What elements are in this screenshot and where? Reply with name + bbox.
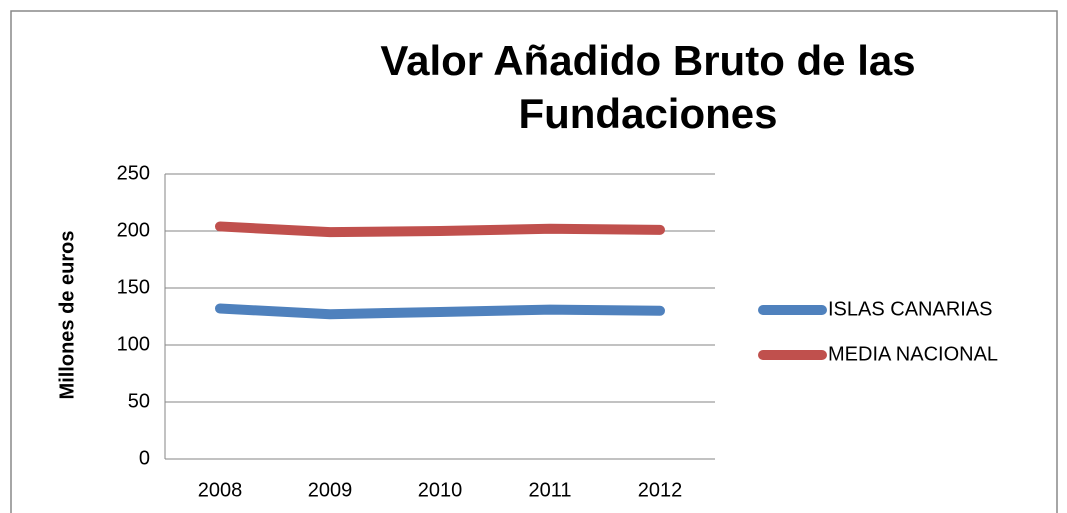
x-tick-label: 2010: [418, 479, 463, 501]
y-tick-label: 200: [117, 219, 150, 241]
legend-label: ISLAS CANARIAS: [828, 298, 993, 320]
chart-title: Valor Añadido Bruto de las Fundaciones: [380, 37, 916, 137]
y-tick-label: 50: [128, 390, 150, 412]
x-tick-label: 2009: [308, 479, 353, 501]
chart-border: [10, 10, 1058, 513]
x-tick-label: 2008: [198, 479, 243, 501]
y-tick-label: 0: [139, 447, 150, 469]
legend-label: MEDIA NACIONAL: [828, 343, 998, 365]
y-tick-label: 250: [117, 162, 150, 184]
data-line: [215, 303, 665, 320]
x-tick-label: 2011: [528, 479, 571, 501]
y-tick-label: 100: [117, 333, 150, 355]
x-tick-label: 2012: [638, 479, 683, 501]
y-axis-label: Millones de euros: [56, 231, 78, 400]
y-tick-label: 150: [117, 276, 150, 298]
data-line: [215, 221, 665, 238]
